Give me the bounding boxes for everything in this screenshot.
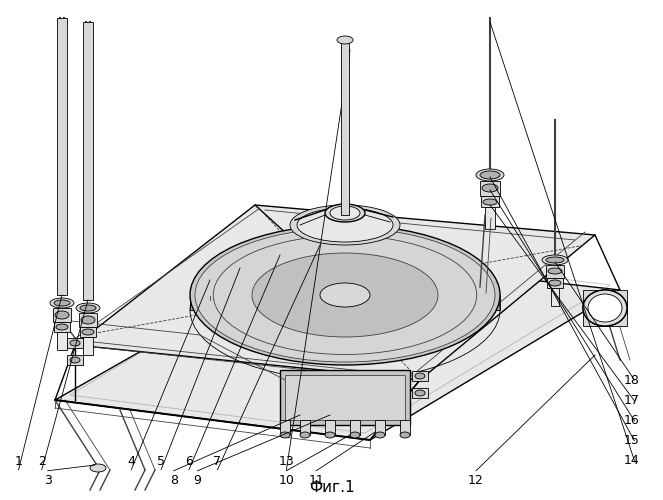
Polygon shape bbox=[83, 22, 93, 300]
Text: 18: 18 bbox=[624, 374, 639, 386]
Polygon shape bbox=[55, 255, 620, 440]
Ellipse shape bbox=[325, 204, 365, 222]
Text: 9: 9 bbox=[194, 474, 202, 488]
Bar bbox=[480, 181, 500, 196]
Polygon shape bbox=[57, 18, 67, 295]
Bar bbox=[79, 313, 97, 327]
Ellipse shape bbox=[588, 294, 622, 322]
Bar bbox=[400, 420, 410, 435]
Ellipse shape bbox=[476, 169, 504, 181]
Bar bbox=[350, 420, 360, 435]
Text: 10: 10 bbox=[278, 474, 294, 488]
Ellipse shape bbox=[81, 316, 95, 324]
Text: 11: 11 bbox=[308, 474, 324, 488]
Ellipse shape bbox=[70, 357, 80, 363]
Text: 12: 12 bbox=[468, 474, 484, 488]
Ellipse shape bbox=[546, 257, 564, 263]
Ellipse shape bbox=[330, 206, 360, 220]
Ellipse shape bbox=[415, 390, 425, 396]
Text: 5: 5 bbox=[157, 455, 165, 468]
Text: 6: 6 bbox=[185, 455, 193, 468]
Ellipse shape bbox=[54, 300, 70, 306]
Bar bbox=[583, 290, 627, 326]
Ellipse shape bbox=[583, 290, 627, 326]
Ellipse shape bbox=[297, 208, 393, 242]
Ellipse shape bbox=[325, 432, 335, 438]
Ellipse shape bbox=[195, 228, 495, 362]
Ellipse shape bbox=[56, 324, 68, 330]
Bar bbox=[67, 355, 83, 365]
Bar bbox=[485, 207, 495, 229]
Ellipse shape bbox=[400, 432, 410, 438]
Polygon shape bbox=[190, 295, 500, 310]
Ellipse shape bbox=[82, 329, 94, 335]
Bar bbox=[280, 370, 410, 425]
Text: 13: 13 bbox=[278, 455, 294, 468]
Bar bbox=[54, 322, 70, 332]
Polygon shape bbox=[75, 205, 595, 380]
Bar bbox=[547, 278, 563, 288]
Text: 16: 16 bbox=[624, 414, 639, 428]
Ellipse shape bbox=[350, 432, 360, 438]
Text: 2: 2 bbox=[38, 455, 46, 468]
Bar bbox=[285, 375, 405, 420]
Ellipse shape bbox=[90, 464, 106, 472]
Ellipse shape bbox=[588, 294, 622, 322]
Ellipse shape bbox=[80, 305, 96, 311]
Ellipse shape bbox=[70, 340, 80, 346]
Ellipse shape bbox=[548, 268, 562, 274]
Ellipse shape bbox=[482, 184, 498, 192]
Bar bbox=[67, 338, 83, 348]
Bar bbox=[300, 420, 310, 435]
Ellipse shape bbox=[375, 432, 385, 438]
Ellipse shape bbox=[300, 432, 310, 438]
Text: 8: 8 bbox=[170, 474, 178, 488]
Text: 15: 15 bbox=[624, 434, 639, 448]
Text: Фиг.1: Фиг.1 bbox=[309, 480, 354, 496]
Ellipse shape bbox=[320, 283, 370, 307]
Bar bbox=[481, 196, 499, 207]
Ellipse shape bbox=[55, 311, 69, 319]
Bar bbox=[341, 40, 349, 215]
Ellipse shape bbox=[480, 171, 500, 179]
Ellipse shape bbox=[190, 225, 500, 365]
Bar bbox=[325, 420, 335, 435]
Text: 3: 3 bbox=[44, 474, 52, 488]
Ellipse shape bbox=[583, 290, 627, 326]
Bar bbox=[412, 388, 428, 398]
Bar bbox=[83, 337, 93, 355]
Bar bbox=[412, 371, 428, 381]
Text: 17: 17 bbox=[624, 394, 639, 407]
Bar bbox=[546, 265, 564, 278]
Bar bbox=[375, 420, 385, 435]
Ellipse shape bbox=[290, 205, 400, 245]
Text: 1: 1 bbox=[15, 455, 23, 468]
Bar bbox=[80, 327, 96, 337]
Bar bbox=[280, 420, 290, 435]
Ellipse shape bbox=[415, 373, 425, 379]
Ellipse shape bbox=[252, 253, 438, 337]
Ellipse shape bbox=[50, 298, 74, 308]
Text: 7: 7 bbox=[213, 455, 221, 468]
Ellipse shape bbox=[483, 199, 497, 205]
Ellipse shape bbox=[593, 298, 617, 318]
Ellipse shape bbox=[280, 432, 290, 438]
Text: 14: 14 bbox=[624, 454, 639, 467]
Ellipse shape bbox=[549, 280, 561, 286]
Ellipse shape bbox=[76, 303, 100, 313]
Text: 4: 4 bbox=[127, 455, 135, 468]
Ellipse shape bbox=[337, 36, 353, 44]
Bar bbox=[57, 332, 67, 350]
Bar bbox=[53, 308, 71, 322]
Ellipse shape bbox=[542, 255, 568, 265]
Bar bbox=[551, 288, 559, 306]
